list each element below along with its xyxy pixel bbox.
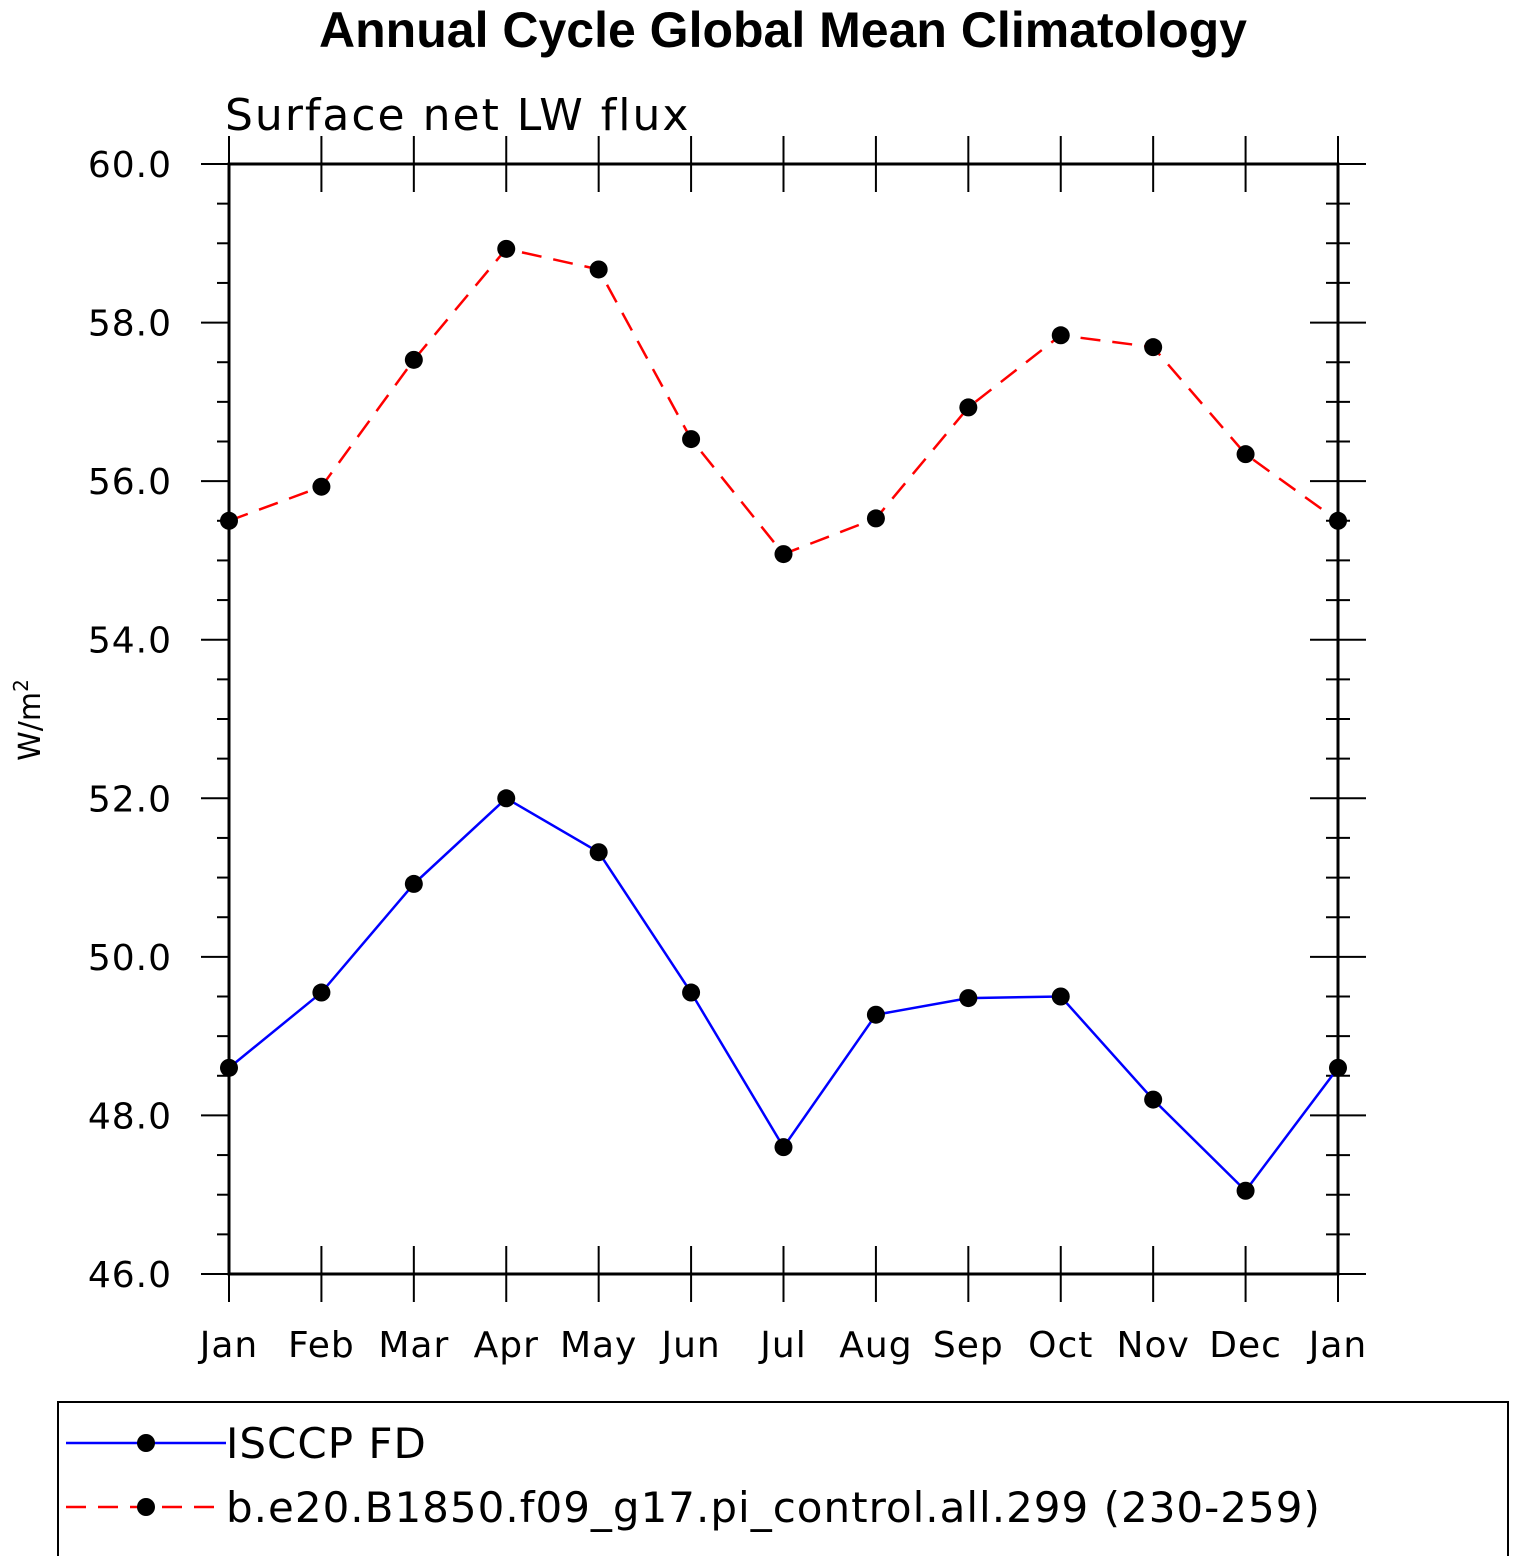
x-tick-label: May: [560, 1325, 637, 1366]
series-0-point: [682, 983, 701, 1002]
x-tick-label: Dec: [1209, 1325, 1282, 1366]
legend-box: [57, 1401, 1509, 1556]
y-tick-label: 50.0: [88, 938, 172, 979]
y-axis-label: W/m2: [9, 679, 48, 761]
series-line-1: [228, 247, 1339, 556]
series-1-point: [220, 511, 238, 530]
x-tick-label: Jan: [1307, 1325, 1368, 1366]
x-tick-label: Feb: [288, 1325, 355, 1366]
series-1-point: [1051, 326, 1070, 345]
series-0-point: [404, 874, 423, 893]
series-0-point: [1329, 1058, 1347, 1077]
y-tick-label: 60.0: [88, 145, 172, 186]
series-0-point: [959, 989, 978, 1008]
series-1-point: [866, 509, 885, 528]
series-line-0: [228, 796, 1339, 1193]
x-tick-label: Jul: [758, 1325, 806, 1366]
legend-label-1: b.e20.B1850.f09_g17.pi_control.all.299 (…: [226, 1483, 1321, 1532]
series-0-point: [312, 983, 331, 1002]
legend-entries: ISCCP FD b.e20.B1850.f09_g17.pi_control.a…: [66, 1419, 1321, 1532]
series-layer: [220, 239, 1347, 1200]
legend-marker-0: [137, 1434, 155, 1452]
chart-title: Annual Cycle Global Mean Climatology: [319, 2, 1247, 58]
series-0-point: [1144, 1090, 1163, 1109]
x-tick-label: Aug: [839, 1325, 912, 1366]
x-tick-label: Oct: [1028, 1325, 1093, 1366]
y-tick-label: 46.0: [88, 1255, 172, 1296]
x-tick-label: Nov: [1117, 1325, 1190, 1366]
svg-text:W/m2: W/m2: [9, 679, 48, 761]
series-1-point: [589, 260, 608, 279]
axis-ticks: [201, 136, 1366, 1302]
series-1-point: [682, 430, 701, 449]
x-tick-labels: Jan Feb Mar Apr May Jun Jul Aug Sep Oct Nov Dec Jan: [198, 1325, 1368, 1366]
y-axis-label-superscript: 2: [9, 679, 33, 692]
series-0-point: [497, 789, 516, 808]
series-1-point: [774, 545, 793, 564]
x-tick-label: Mar: [378, 1325, 449, 1366]
legend: ISCCP FD b.e20.B1850.f09_g17.pi_control.a…: [57, 1401, 1509, 1556]
y-tick-label: 58.0: [88, 304, 172, 345]
x-tick-label: Jan: [198, 1325, 259, 1366]
series-0-point: [866, 1005, 885, 1024]
series-0-point: [220, 1058, 238, 1077]
y-tick-labels: 46.0 48.0 50.0 52.0 54.0 56.0 58.0 60.0: [88, 145, 172, 1296]
legend-label-0: ISCCP FD: [226, 1419, 427, 1468]
series-1-point: [1144, 338, 1163, 357]
series-1-point: [312, 477, 331, 496]
plot-frame: [227, 162, 1340, 1276]
legend-marker-1: [137, 1498, 155, 1516]
series-1-point: [497, 239, 516, 258]
series-1-point: [1236, 445, 1255, 464]
series-0-point: [1236, 1181, 1255, 1200]
y-tick-label: 48.0: [88, 1096, 172, 1137]
y-axis-label-text: W/m: [13, 692, 48, 761]
y-tick-label: 54.0: [88, 621, 172, 662]
chart-subtitle: Surface net LW flux: [225, 90, 690, 141]
series-0-point: [774, 1138, 793, 1157]
series-1-point: [1329, 511, 1347, 530]
y-tick-label: 52.0: [88, 779, 172, 820]
x-tick-label: Sep: [933, 1325, 1004, 1366]
series-1-point: [959, 398, 978, 417]
y-tick-label: 56.0: [88, 462, 172, 503]
series-0-point: [1051, 987, 1070, 1006]
series-0-point: [589, 843, 608, 862]
series-1-point: [404, 350, 423, 369]
x-tick-label: Jun: [659, 1325, 720, 1366]
x-tick-label: Apr: [474, 1325, 539, 1366]
